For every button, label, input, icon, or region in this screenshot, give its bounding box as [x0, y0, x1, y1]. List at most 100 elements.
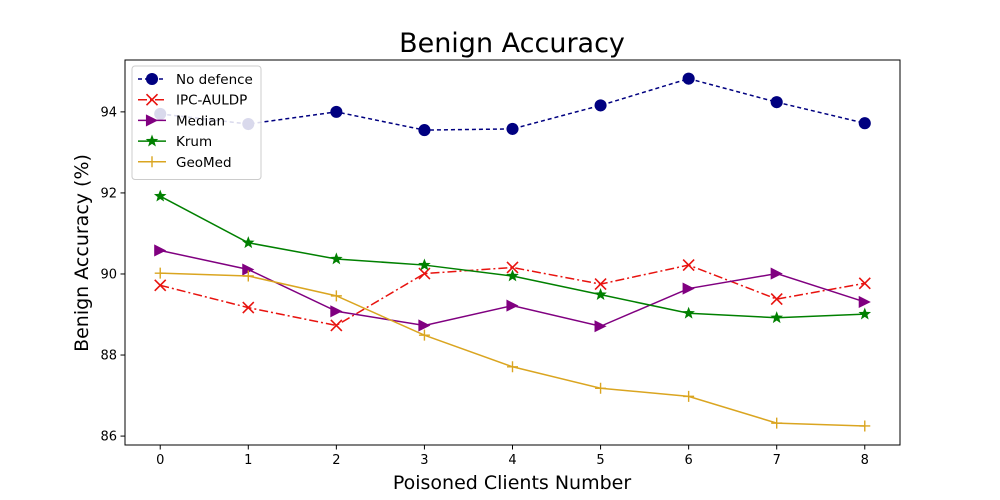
- data-point-shape: [154, 279, 167, 292]
- data-point: [154, 244, 167, 257]
- x-tick-label: 2: [332, 453, 340, 468]
- data-point: [859, 420, 871, 432]
- legend-entry-3: Krum: [138, 134, 212, 150]
- x-tick-label: 7: [773, 453, 781, 468]
- data-point: [153, 189, 167, 202]
- data-point-shape: [330, 319, 343, 332]
- legend-marker: [145, 93, 159, 106]
- data-point-shape: [330, 252, 343, 265]
- legend-marker: [145, 72, 159, 86]
- data-point: [771, 417, 783, 429]
- data-point: [154, 279, 167, 292]
- data-point: [682, 258, 695, 272]
- data-point: [507, 361, 518, 373]
- legend-marker: [145, 134, 159, 147]
- data-point-shape: [682, 72, 695, 85]
- y-tick-label: 94: [100, 105, 117, 120]
- data-point-shape: [594, 278, 607, 291]
- data-point-shape: [594, 99, 607, 112]
- data-point-shape: [242, 270, 254, 282]
- y-tick-label: 86: [100, 430, 117, 445]
- data-point: [154, 267, 166, 279]
- data-point-shape: [858, 295, 871, 308]
- legend-entry-4: GeoMed: [138, 155, 232, 171]
- data-point: [506, 261, 519, 274]
- data-point: [330, 252, 343, 265]
- data-point-shape: [418, 267, 431, 280]
- data-point-shape: [242, 263, 255, 276]
- legend-label: GeoMed: [176, 155, 232, 171]
- data-point: [418, 258, 431, 271]
- legend-box: [131, 65, 262, 180]
- data-point: [330, 105, 343, 118]
- data-point-shape: [682, 282, 695, 295]
- data-point-shape: [594, 320, 607, 333]
- series-line: [159, 195, 865, 319]
- data-point-shape: [858, 307, 872, 320]
- data-point-shape: [507, 361, 518, 373]
- data-point: [858, 307, 872, 320]
- legend-marker-shape: [146, 156, 158, 168]
- data-point: [858, 295, 871, 308]
- data-point: [682, 72, 695, 85]
- data-point: [506, 269, 519, 282]
- series-1: [154, 258, 871, 332]
- data-point-shape: [506, 299, 519, 312]
- data-point: [242, 263, 255, 276]
- data-point-shape: [683, 390, 695, 402]
- x-tick-label: 6: [684, 453, 692, 468]
- x-tick-label: 5: [596, 453, 604, 468]
- y-axis-label: Benign Accuracy (%): [71, 154, 93, 352]
- data-point-shape: [242, 236, 255, 249]
- data-point: [418, 329, 430, 341]
- data-point: [682, 306, 695, 319]
- data-point-shape: [682, 258, 695, 272]
- data-point-shape: [770, 96, 783, 109]
- data-point-shape: [594, 288, 607, 300]
- data-point-shape: [242, 301, 255, 314]
- series-4: [154, 267, 871, 432]
- data-point: [594, 320, 607, 333]
- data-point: [330, 290, 342, 302]
- legend-marker-shape: [145, 72, 159, 86]
- data-point-shape: [506, 261, 519, 274]
- data-point-shape: [154, 267, 166, 279]
- data-point: [770, 311, 783, 324]
- data-point: [858, 277, 871, 290]
- legend-label: Krum: [176, 134, 212, 150]
- data-point: [770, 267, 783, 280]
- x-tick-label: 8: [861, 453, 869, 468]
- data-point: [506, 299, 519, 312]
- series-line: [160, 77, 865, 131]
- data-point: [330, 319, 343, 332]
- y-tick-label: 90: [100, 267, 117, 282]
- plot-area: [153, 72, 872, 432]
- data-point: [770, 293, 783, 306]
- legend-entry-1: IPC-AULDP: [138, 93, 247, 109]
- data-point-shape: [770, 311, 783, 324]
- data-point-shape: [418, 329, 430, 341]
- series-2: [154, 244, 871, 333]
- data-point-shape: [418, 319, 431, 332]
- x-axis-label: Poisoned Clients Number: [393, 472, 631, 494]
- data-point: [418, 267, 431, 280]
- data-point-shape: [418, 258, 431, 271]
- data-point: [242, 270, 254, 282]
- data-point-shape: [154, 244, 167, 257]
- data-point: [418, 124, 431, 137]
- legend-entry-2: Median: [138, 113, 225, 129]
- data-point-shape: [330, 290, 342, 302]
- series-3: [153, 189, 872, 324]
- legend-label: Median: [176, 113, 225, 129]
- x-tick-label: 3: [420, 453, 428, 468]
- axes: 0 1 2 3 4 5 6 7 8 86 88 90 92 94: [100, 59, 901, 468]
- data-point-shape: [682, 306, 695, 319]
- data-point-shape: [506, 122, 519, 135]
- series-line: [160, 272, 865, 427]
- data-point: [242, 236, 255, 249]
- data-point-shape: [858, 117, 871, 130]
- data-point: [683, 390, 695, 402]
- data-point: [594, 288, 607, 300]
- data-point: [594, 99, 607, 112]
